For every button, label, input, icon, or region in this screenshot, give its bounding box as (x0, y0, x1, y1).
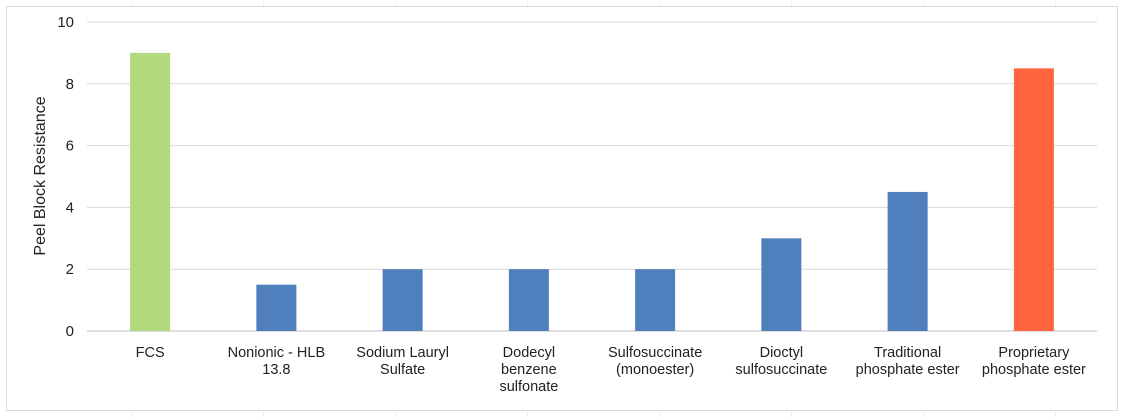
x-category-label: Sulfosuccinate (monoester) (608, 345, 702, 378)
x-category-label: FCS (136, 345, 165, 361)
chart-area (6, 6, 1118, 411)
bar (508, 269, 549, 331)
x-category-label: Traditional phosphate ester (856, 345, 960, 378)
bars (130, 52, 1054, 332)
x-category-label: Dioctyl sulfosuccinate (735, 345, 827, 378)
x-category-label: Dodecyl benzene sulfonate (499, 345, 558, 395)
bar (887, 191, 928, 331)
y-tick-label: 10 (57, 14, 74, 31)
y-tick-label: 2 (66, 261, 74, 278)
bar (635, 269, 676, 331)
y-tick-label: 8 (66, 76, 74, 93)
y-tick-labels: 0 2 4 6 8 10 (57, 14, 74, 340)
x-category-label: Proprietary phosphate ester (982, 345, 1086, 378)
y-tick-label: 0 (66, 323, 74, 340)
bar (1013, 68, 1054, 331)
gridlines (87, 21, 1097, 332)
x-category-label: Sodium Lauryl Sulfate (356, 345, 449, 378)
bar (761, 238, 802, 331)
y-tick-label: 6 (66, 138, 74, 155)
y-tick-label: 4 (66, 199, 74, 216)
bar (382, 269, 423, 331)
bar (256, 284, 297, 331)
x-category-label: Nonionic - HLB 13.8 (228, 345, 326, 378)
y-axis-title: Peel Block Resistance (32, 96, 49, 255)
x-category-labels: FCS Nonionic - HLB 13.8 Sodium Lauryl Sulfat… (136, 345, 1086, 395)
bar (130, 52, 171, 332)
